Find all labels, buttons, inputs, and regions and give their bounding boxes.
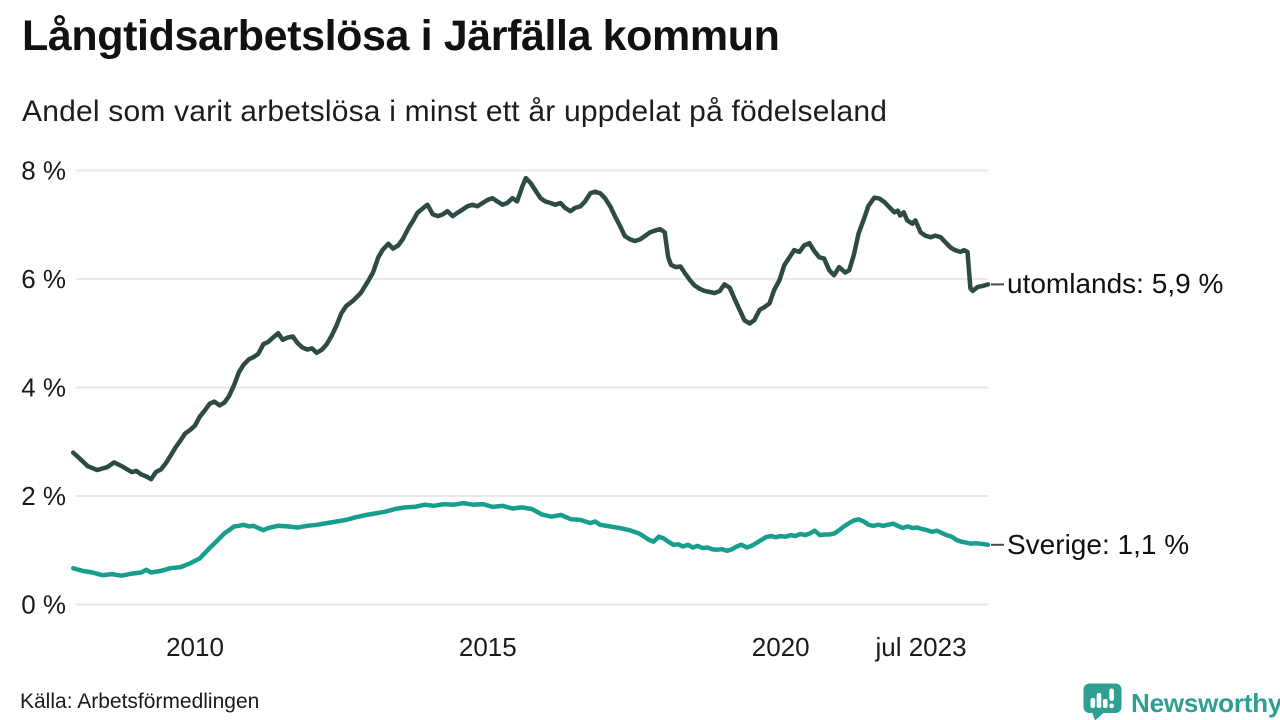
chart-subtitle: Andel som varit arbetslösa i minst ett å… [22, 95, 888, 128]
x-tick-label: 2015 [459, 632, 517, 662]
x-tick-label: jul 2023 [874, 632, 966, 662]
source-note: Källa: Arbetsförmedlingen [20, 690, 260, 713]
y-tick-label: 4 % [21, 373, 66, 403]
newsworthy-wordmark: Newsworthy [1131, 688, 1280, 718]
logo-bar-short [1090, 698, 1096, 708]
series-line-utomlands [70, 175, 991, 482]
y-tick-label: 6 % [21, 264, 66, 294]
chart-title: Långtidsarbetslösa i Järfälla kommun [22, 12, 780, 60]
series-line-sverige [70, 500, 991, 578]
series-label-sverige: Sverige: 1,1 % [1007, 529, 1190, 560]
y-tick-label: 8 % [21, 156, 66, 186]
newsworthy-bar-chart-bubble-icon [1083, 683, 1122, 720]
logo-exclamation-dot [1109, 703, 1114, 709]
logo-exclamation-bar [1109, 688, 1114, 701]
x-tick-label: 2010 [166, 632, 224, 662]
y-tick-label: 2 % [21, 481, 66, 511]
newsworthy-logo: Newsworthy [1083, 683, 1280, 720]
series-label-utomlands: utomlands: 5,9 % [1007, 268, 1224, 299]
logo-bar-tall [1096, 693, 1102, 708]
logo-bar-medium [1102, 699, 1108, 708]
y-tick-label: 0 % [21, 590, 66, 620]
x-tick-label: 2020 [752, 632, 810, 662]
